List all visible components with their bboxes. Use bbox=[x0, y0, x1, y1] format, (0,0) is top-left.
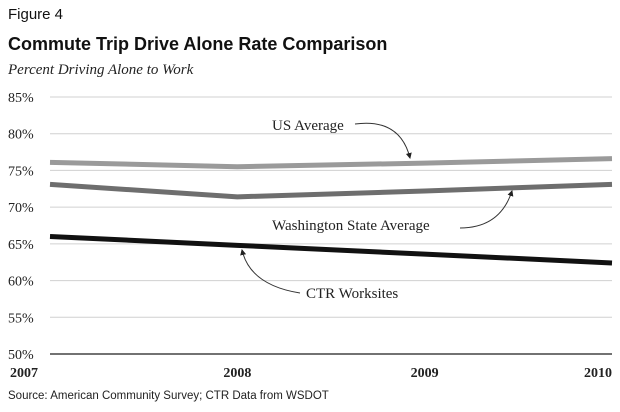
series-line-ctr-worksites bbox=[49, 234, 613, 266]
figure-label: Figure 4 bbox=[8, 6, 64, 23]
chart-title: Commute Trip Drive Alone Rate Comparison bbox=[8, 34, 388, 54]
y-tick-label: 75% bbox=[8, 164, 34, 179]
y-axis-label: Percent Driving Alone to Work bbox=[8, 62, 194, 78]
wa-arrow bbox=[459, 190, 514, 229]
series-line-us-average bbox=[49, 156, 613, 170]
annotation-ctr: CTR Worksites bbox=[306, 286, 398, 302]
y-tick-label: 55% bbox=[8, 311, 34, 326]
ctr-arrow bbox=[240, 249, 301, 294]
y-tick-label: 85% bbox=[8, 91, 34, 106]
x-tick-label: 2010 bbox=[584, 366, 612, 381]
series-line-washington-state-average bbox=[49, 181, 613, 200]
x-tick-label: 2008 bbox=[223, 366, 251, 381]
y-tick-label: 80% bbox=[8, 128, 34, 143]
x-tick-label: 2009 bbox=[411, 366, 439, 381]
y-tick-label: 70% bbox=[8, 201, 34, 216]
y-tick-label: 60% bbox=[8, 275, 34, 290]
y-tick-label: 65% bbox=[8, 238, 34, 253]
annotation-us: US Average bbox=[272, 118, 344, 134]
y-tick-label: 50% bbox=[8, 348, 34, 363]
source-note: Source: American Community Survey; CTR D… bbox=[8, 390, 329, 402]
x-tick-label: 2007 bbox=[10, 366, 38, 381]
us-arrow bbox=[354, 122, 412, 159]
annotation-wa: Washington State Average bbox=[272, 218, 430, 234]
